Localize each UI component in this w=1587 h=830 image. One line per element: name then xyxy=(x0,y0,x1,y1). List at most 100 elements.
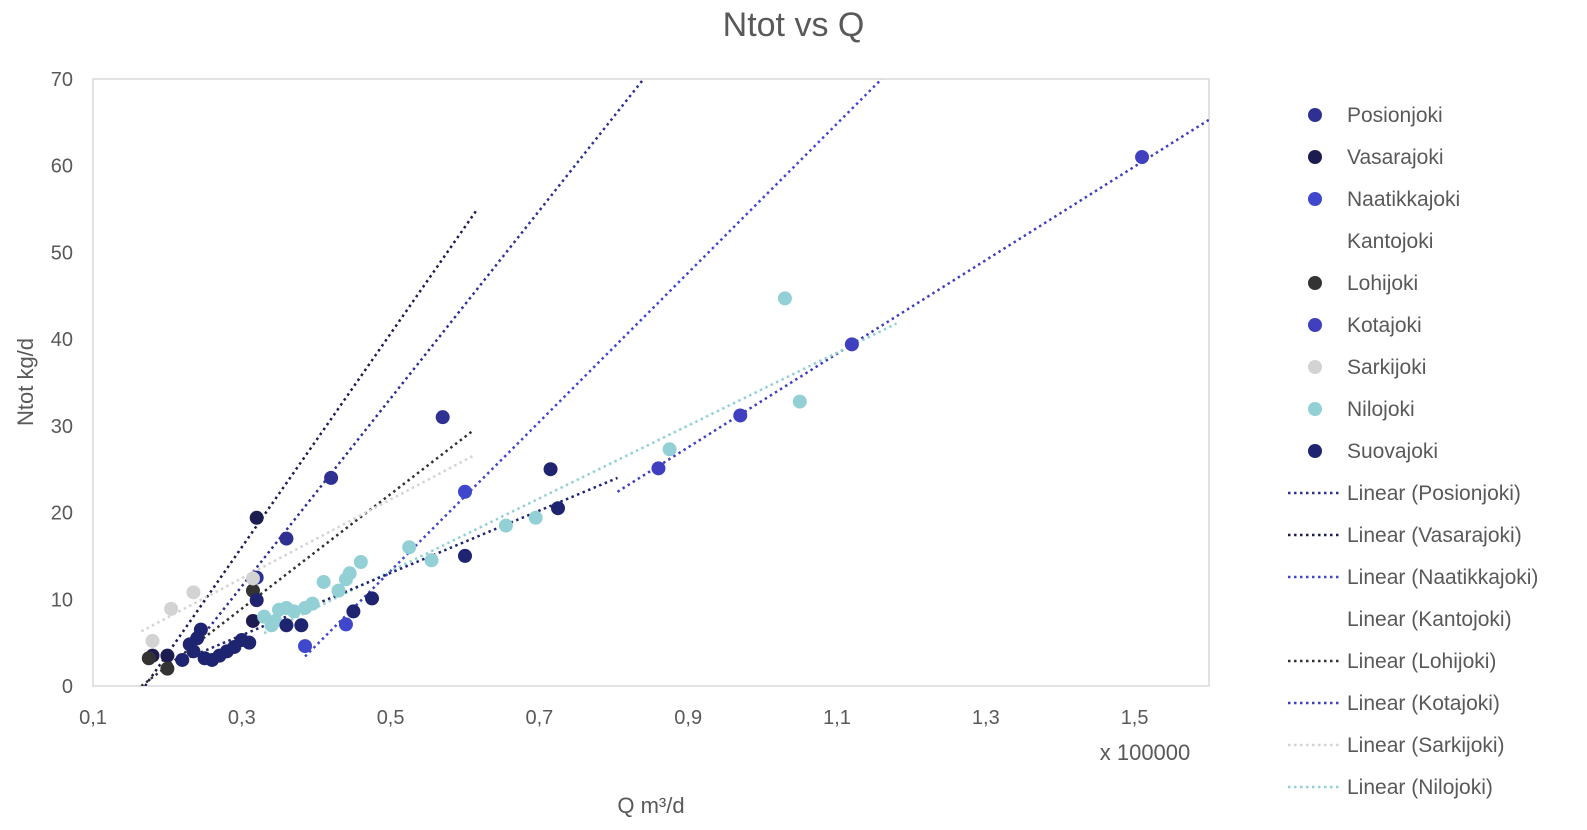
legend-marker-sarkijoki xyxy=(1308,360,1322,374)
legend-label-vasarajoki: Vasarajoki xyxy=(1347,146,1444,169)
data-point-naatikkajoki xyxy=(298,639,313,654)
data-point-vasarajoki xyxy=(249,510,264,525)
data-point-nilojoki xyxy=(777,291,792,306)
legend: Posionjoki Vasarajoki Naatikkajoki Kantojok… xyxy=(1288,104,1538,799)
legend-label-kotajoki: Kotajoki xyxy=(1347,314,1422,337)
data-point-kotajoki xyxy=(651,461,666,476)
data-point-suovajoki xyxy=(182,637,197,652)
trendline-linear-suovajoki xyxy=(178,476,619,663)
data-point-nilojoki xyxy=(353,554,368,569)
data-point-sarkijoki xyxy=(245,571,260,586)
legend-marker-suovajoki xyxy=(1308,444,1322,458)
data-point-vasarajoki xyxy=(245,613,260,628)
trendline-linear-nilojoki xyxy=(263,322,898,635)
legend-label-linear-vasarajoki: Linear (Vasarajoki) xyxy=(1347,524,1522,547)
data-point-suovajoki xyxy=(279,618,294,633)
data-point-suovajoki xyxy=(551,501,565,516)
y-tick-label: 30 xyxy=(51,416,73,438)
legend-label-nilojoki: Nilojoki xyxy=(1347,398,1415,421)
plot-area-frame xyxy=(92,78,1210,687)
data-point-nilojoki xyxy=(498,518,513,533)
x-axis-title: Q m³/d xyxy=(617,793,684,818)
data-point-kotajoki xyxy=(1135,150,1150,165)
legend-label-linear-naatikkajoki: Linear (Naatikkajoki) xyxy=(1347,566,1538,589)
legend-marker-nilojoki xyxy=(1308,402,1322,416)
x-tick-label: 0,5 xyxy=(377,707,405,729)
data-point-suovajoki xyxy=(346,604,361,619)
y-tick-label: 60 xyxy=(51,156,73,178)
legend-label-linear-nilojoki: Linear (Nilojoki) xyxy=(1347,776,1493,799)
x-tick-label: 1,1 xyxy=(823,707,851,729)
legend-label-linear-sarkijoki: Linear (Sarkijoki) xyxy=(1347,734,1505,757)
data-point-kotajoki xyxy=(733,408,748,423)
data-point-sarkijoki xyxy=(164,601,179,616)
data-point-vasarajoki xyxy=(160,648,175,663)
y-tick-label: 70 xyxy=(51,69,73,91)
data-point-suovajoki xyxy=(543,462,558,477)
legend-label-sarkijoki: Sarkijoki xyxy=(1347,356,1426,379)
legend-marker-posionjoki xyxy=(1308,108,1322,122)
y-tick-label: 50 xyxy=(51,242,73,264)
legend-marker-lohijoki xyxy=(1308,276,1322,290)
data-point-suovajoki xyxy=(249,593,264,608)
data-point-suovajoki xyxy=(294,618,309,633)
data-point-suovajoki xyxy=(175,652,190,667)
legend-marker-kantojoki xyxy=(1308,234,1322,248)
x-tick-label: 1,3 xyxy=(972,707,1000,729)
data-point-nilojoki xyxy=(298,600,313,615)
x-axis-multiplier: x 100000 xyxy=(1100,740,1191,765)
data-point-naatikkajoki xyxy=(338,617,353,632)
data-point-nilojoki xyxy=(792,394,807,409)
y-tick-label: 0 xyxy=(62,676,73,698)
legend-marker-kotajoki xyxy=(1308,318,1322,332)
data-point-nilojoki xyxy=(662,442,677,457)
legend-marker-naatikkajoki xyxy=(1308,192,1322,206)
y-axis-title: Ntot kg/d xyxy=(13,338,38,426)
trendline-linear-vasarajoki xyxy=(144,210,478,686)
data-point-suovajoki xyxy=(365,591,379,606)
data-point-kotajoki xyxy=(844,337,859,352)
legend-label-naatikkajoki: Naatikkajoki xyxy=(1347,188,1460,211)
data-point-posionjoki xyxy=(324,470,339,485)
legend-label-linear-posionjoki: Linear (Posionjoki) xyxy=(1347,482,1521,505)
data-point-nilojoki xyxy=(424,553,439,568)
data-point-nilojoki xyxy=(316,574,331,589)
x-tick-label: 0,1 xyxy=(79,707,107,729)
data-point-nilojoki xyxy=(338,572,353,587)
data-point-nilojoki xyxy=(331,583,346,598)
trendline-linear-sarkijoki xyxy=(140,455,474,633)
x-tick-label: 0,7 xyxy=(525,707,553,729)
trendline-linear-posionjoki xyxy=(196,79,645,644)
legend-label-posionjoki: Posionjoki xyxy=(1347,104,1443,127)
trendline-linear-lohijoki xyxy=(140,430,474,686)
legend-marker-vasarajoki xyxy=(1308,150,1322,164)
legend-label-linear-kotajoki: Linear (Kotajoki) xyxy=(1347,692,1500,715)
legend-label-suovajoki: Suovajoki xyxy=(1347,440,1438,463)
data-point-lohijoki xyxy=(160,661,175,676)
x-tick-label: 0,3 xyxy=(228,707,256,729)
data-point-suovajoki xyxy=(458,548,472,563)
legend-label-linear-kantojoki: Linear (Kantojoki) xyxy=(1347,608,1512,631)
chart-title: Ntot vs Q xyxy=(722,6,865,44)
data-point-naatikkajoki xyxy=(458,484,472,499)
legend-label-lohijoki: Lohijoki xyxy=(1347,272,1418,295)
data-point-nilojoki xyxy=(257,609,272,624)
data-point-posionjoki xyxy=(279,531,294,546)
x-tick-label: 1,5 xyxy=(1121,707,1149,729)
y-tick-label: 40 xyxy=(51,329,73,351)
legend-label-kantojoki: Kantojoki xyxy=(1347,230,1433,253)
x-tick-label: 0,9 xyxy=(674,707,702,729)
data-point-posionjoki xyxy=(435,410,450,425)
data-point-nilojoki xyxy=(528,510,543,525)
trendline-linear-naatikkajoki xyxy=(304,79,883,658)
data-point-nilojoki xyxy=(402,540,417,555)
data-point-suovajoki xyxy=(197,651,212,666)
data-point-sarkijoki xyxy=(145,633,160,648)
legend-label-linear-lohijoki: Linear (Lohijoki) xyxy=(1347,650,1496,673)
data-point-sarkijoki xyxy=(186,585,201,600)
y-tick-label: 20 xyxy=(51,503,73,525)
data-point-nilojoki xyxy=(272,602,286,617)
trendline-linear-kotajoki xyxy=(616,118,1209,493)
data-point-lohijoki xyxy=(141,651,156,666)
